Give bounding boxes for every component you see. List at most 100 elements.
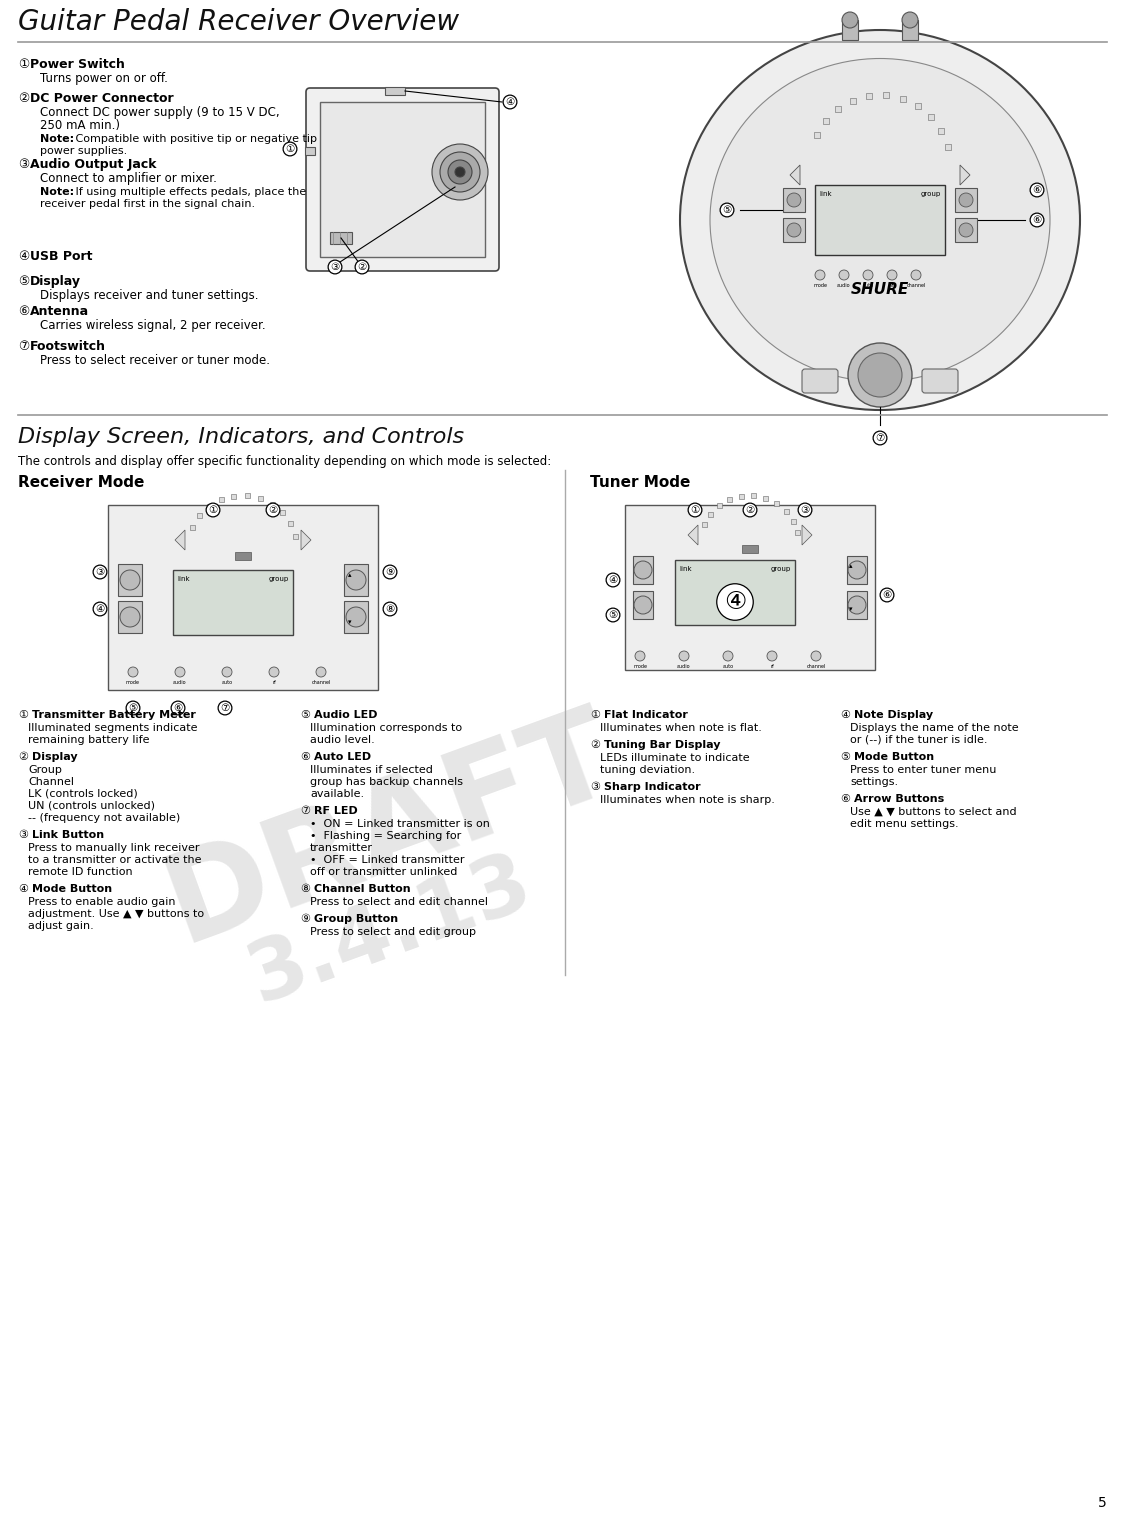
Circle shape	[448, 160, 472, 185]
Text: ⑧: ⑧	[300, 884, 310, 894]
Text: to a transmitter or activate the: to a transmitter or activate the	[28, 856, 201, 865]
Bar	[232, 494, 236, 499]
Text: SHURE: SHURE	[850, 282, 909, 297]
Text: ⑥: ⑥	[1033, 215, 1042, 226]
Text: ③: ③	[800, 505, 810, 515]
Bar	[945, 143, 951, 149]
Bar	[305, 146, 315, 156]
Bar	[835, 107, 840, 113]
Text: Power Switch: Power Switch	[30, 58, 125, 72]
Text: ③: ③	[18, 159, 29, 171]
Text: group: group	[920, 191, 940, 197]
Text: ⑤: ⑤	[128, 703, 137, 714]
Text: DRAFT: DRAFT	[150, 694, 630, 967]
Bar	[717, 503, 722, 508]
Text: ⑦: ⑦	[300, 807, 310, 816]
Text: Press to select and edit group: Press to select and edit group	[310, 927, 476, 936]
Text: Press to select receiver or tuner mode.: Press to select receiver or tuner mode.	[40, 354, 270, 368]
Text: auto: auto	[222, 680, 233, 685]
Text: ①: ①	[691, 505, 700, 515]
Bar	[847, 592, 867, 619]
Text: ②: ②	[746, 505, 755, 515]
Text: 3.4.13: 3.4.13	[237, 842, 542, 1019]
Text: Guitar Pedal Receiver Overview: Guitar Pedal Receiver Overview	[18, 8, 459, 37]
Text: Display: Display	[32, 752, 78, 762]
Text: ⑤: ⑤	[609, 610, 618, 621]
Bar	[633, 592, 652, 619]
Polygon shape	[302, 531, 310, 551]
Text: adjustment. Use ▲ ▼ buttons to: adjustment. Use ▲ ▼ buttons to	[28, 909, 204, 920]
Circle shape	[858, 352, 902, 396]
Text: power supplies.: power supplies.	[40, 146, 127, 156]
Text: link: link	[680, 566, 692, 572]
Text: Note Display: Note Display	[854, 711, 933, 720]
Bar	[742, 544, 758, 554]
Text: ④: ④	[840, 711, 850, 720]
Bar	[270, 502, 274, 506]
Bar	[938, 128, 944, 134]
Circle shape	[814, 270, 825, 281]
Circle shape	[346, 607, 366, 627]
Circle shape	[958, 223, 973, 236]
Polygon shape	[960, 165, 970, 185]
Circle shape	[316, 666, 326, 677]
Text: ④: ④	[609, 575, 618, 586]
Text: The controls and display offer specific functionality depending on which mode is: The controls and display offer specific …	[18, 454, 551, 468]
Text: ①: ①	[18, 58, 29, 72]
Text: Press to manually link receiver: Press to manually link receiver	[28, 843, 199, 852]
Text: ②: ②	[18, 92, 29, 105]
Bar	[849, 98, 856, 104]
Bar	[900, 96, 906, 102]
Text: transmitter: transmitter	[310, 843, 374, 852]
Text: •  Flashing = Searching for: • Flashing = Searching for	[310, 831, 461, 840]
Text: rf: rf	[770, 663, 774, 669]
Bar	[955, 188, 976, 212]
Text: Transmitter Battery Meter: Transmitter Battery Meter	[32, 711, 196, 720]
Text: Displays receiver and tuner settings.: Displays receiver and tuner settings.	[40, 290, 259, 302]
Text: Sharp Indicator: Sharp Indicator	[604, 782, 701, 791]
Text: group has backup channels: group has backup channels	[310, 778, 463, 787]
Circle shape	[222, 666, 232, 677]
Ellipse shape	[680, 30, 1080, 410]
Bar	[258, 496, 263, 502]
Text: ②: ②	[269, 505, 278, 515]
Circle shape	[634, 596, 652, 615]
FancyBboxPatch shape	[922, 369, 958, 393]
Bar	[847, 557, 867, 584]
Circle shape	[848, 596, 866, 615]
Text: off or transmitter unlinked: off or transmitter unlinked	[310, 868, 458, 877]
Bar	[822, 117, 829, 124]
Bar	[118, 601, 142, 633]
Text: ③: ③	[18, 830, 28, 840]
Text: settings.: settings.	[850, 778, 898, 787]
Bar	[783, 188, 806, 212]
Polygon shape	[688, 525, 698, 544]
Bar	[218, 497, 224, 502]
Text: auto: auto	[863, 284, 874, 288]
Text: Channel Button: Channel Button	[314, 884, 411, 894]
Bar	[197, 514, 202, 519]
Text: receiver pedal first in the signal chain.: receiver pedal first in the signal chain…	[40, 198, 259, 209]
Bar	[294, 534, 298, 538]
Polygon shape	[790, 165, 800, 185]
Text: ③: ③	[96, 567, 105, 576]
Text: ④: ④	[96, 604, 105, 615]
Text: ⑥: ⑥	[840, 795, 850, 804]
Text: mode: mode	[633, 663, 647, 669]
Text: Compatible with positive tip or negative tip: Compatible with positive tip or negative…	[72, 134, 317, 143]
Text: ▴: ▴	[849, 563, 853, 569]
FancyBboxPatch shape	[306, 88, 500, 271]
Text: Group: Group	[28, 766, 62, 775]
Text: audio: audio	[677, 663, 691, 669]
Text: •  OFF = Linked transmitter: • OFF = Linked transmitter	[310, 856, 465, 865]
Circle shape	[176, 666, 184, 677]
Text: ④: ④	[18, 250, 29, 262]
Bar	[915, 104, 921, 110]
Text: audio: audio	[173, 680, 187, 685]
Text: ⑥: ⑥	[1033, 185, 1042, 195]
Bar	[813, 133, 819, 139]
Text: Mode Button: Mode Button	[854, 752, 934, 762]
Text: ▾: ▾	[349, 619, 352, 625]
Circle shape	[723, 651, 734, 660]
Text: Press to select and edit channel: Press to select and edit channel	[310, 897, 488, 907]
